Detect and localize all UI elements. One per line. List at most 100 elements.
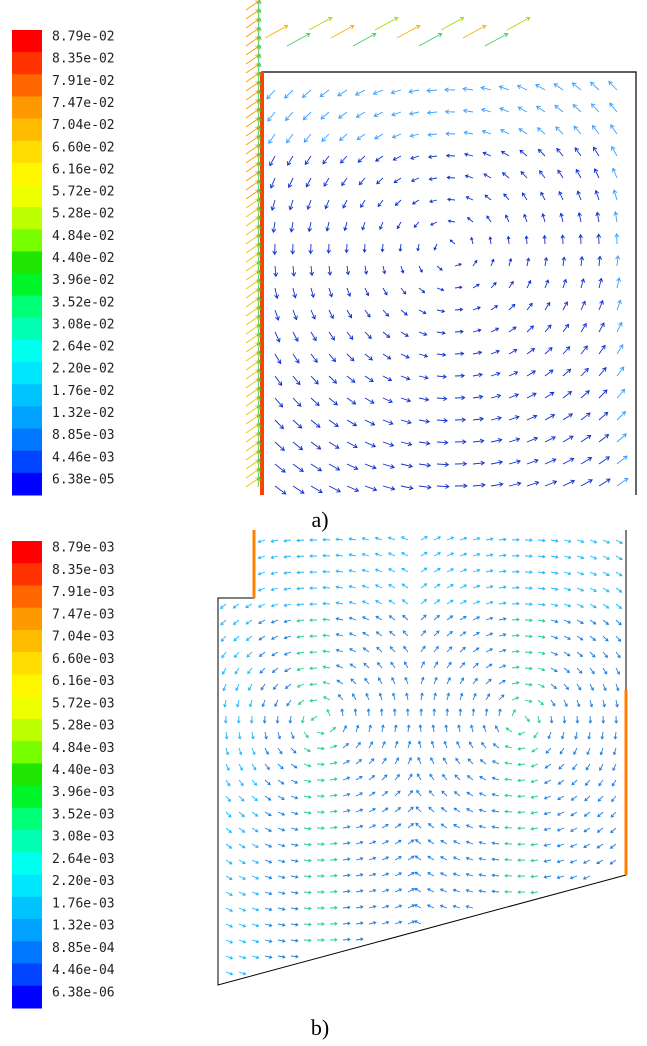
vector-arrow bbox=[303, 826, 312, 831]
vector-arrow bbox=[472, 306, 481, 311]
vector-arrow bbox=[405, 692, 409, 701]
vector-arrow bbox=[225, 779, 231, 787]
vector-arrow bbox=[335, 601, 344, 605]
vector-arrow bbox=[342, 792, 351, 797]
vector-arrow bbox=[290, 811, 299, 816]
vector-arrow bbox=[245, 63, 260, 74]
vector-arrow bbox=[277, 827, 286, 832]
vector-arrow bbox=[472, 600, 481, 605]
color-swatch bbox=[12, 941, 42, 965]
vector-arrow bbox=[452, 888, 461, 893]
vector-arrow bbox=[543, 875, 552, 879]
vector-arrow bbox=[288, 715, 293, 724]
vector-arrow bbox=[328, 331, 335, 341]
vector-arrow bbox=[418, 287, 426, 294]
vector-arrow bbox=[576, 635, 584, 641]
vector-arrow bbox=[310, 463, 323, 472]
vector-arrow bbox=[328, 485, 342, 493]
vector-arrow bbox=[562, 715, 567, 724]
vector-arrow bbox=[283, 635, 292, 640]
vector-arrow bbox=[256, 287, 262, 299]
vector-arrow bbox=[440, 823, 448, 829]
vector-arrow bbox=[256, 89, 262, 101]
vector-arrow bbox=[403, 645, 409, 653]
colorbar-label: 3.52e-03 bbox=[52, 807, 115, 822]
vector-arrow bbox=[345, 265, 351, 276]
vector-arrow bbox=[388, 615, 396, 621]
vector-arrow bbox=[550, 635, 559, 640]
vector-arrow bbox=[498, 617, 507, 621]
vector-arrow bbox=[296, 586, 305, 591]
vector-arrow bbox=[346, 397, 357, 405]
vector-arrow bbox=[445, 153, 456, 158]
vector-arrow bbox=[364, 419, 376, 426]
vector-arrow bbox=[400, 441, 413, 447]
vector-arrow bbox=[611, 795, 617, 803]
vector-arrow bbox=[316, 858, 325, 862]
vector-arrow bbox=[346, 463, 359, 470]
vector-arrow bbox=[526, 279, 532, 289]
vector-arrow bbox=[433, 661, 439, 669]
vector-arrow bbox=[316, 922, 325, 926]
vector-arrow bbox=[614, 715, 619, 724]
vector-arrow bbox=[432, 708, 437, 717]
vector-arrow bbox=[580, 390, 590, 399]
vector-arrow bbox=[264, 875, 273, 880]
vector-arrow bbox=[233, 635, 240, 642]
vector-arrow bbox=[485, 585, 494, 589]
vector-arrow bbox=[382, 331, 391, 339]
vector-arrow bbox=[342, 889, 351, 894]
vector-arrow bbox=[221, 651, 227, 659]
vector-arrow bbox=[478, 857, 487, 861]
vector-arrow bbox=[575, 168, 582, 179]
vector-arrow bbox=[420, 692, 424, 701]
vector-arrow bbox=[403, 661, 409, 669]
vector-arrow bbox=[256, 404, 262, 416]
vector-arrow bbox=[472, 482, 486, 488]
vector-arrow bbox=[420, 645, 426, 653]
vector-arrow bbox=[439, 872, 448, 877]
vector-arrow bbox=[537, 651, 546, 656]
vector-arrow bbox=[322, 601, 331, 606]
vector-arrow bbox=[427, 839, 435, 845]
vector-arrow bbox=[394, 199, 402, 207]
vector-arrow bbox=[615, 587, 623, 593]
vector-arrow bbox=[407, 855, 415, 861]
vector-arrow bbox=[245, 306, 260, 317]
vector-arrow bbox=[374, 16, 399, 31]
vector-arrow bbox=[571, 82, 582, 91]
vector-arrow bbox=[518, 128, 528, 135]
vector-arrow bbox=[264, 811, 272, 817]
vector-arrow bbox=[256, 35, 262, 47]
vector-arrow bbox=[362, 631, 370, 637]
vector-arrow bbox=[329, 777, 338, 782]
vector-arrow bbox=[446, 630, 453, 637]
vector-arrow bbox=[274, 419, 285, 430]
vector-arrow bbox=[264, 24, 289, 39]
vector-arrow bbox=[519, 149, 528, 157]
vector-arrow bbox=[309, 698, 318, 703]
vector-arrow bbox=[499, 129, 510, 135]
vector-arrow bbox=[459, 631, 467, 637]
vector-arrow bbox=[368, 840, 377, 845]
vector-arrow bbox=[262, 715, 267, 724]
vector-arrow bbox=[355, 905, 364, 909]
vector-arrow bbox=[558, 190, 564, 201]
vector-arrow bbox=[472, 416, 485, 422]
vector-arrow bbox=[264, 827, 273, 832]
vector-arrow bbox=[596, 233, 602, 245]
vector-arrow bbox=[575, 715, 580, 724]
vector-arrow bbox=[269, 177, 276, 189]
vector-arrow bbox=[465, 872, 474, 877]
vector-arrow bbox=[433, 536, 442, 541]
vector-arrow bbox=[379, 708, 384, 717]
vector-arrow bbox=[337, 89, 348, 97]
vector-arrow bbox=[615, 254, 621, 267]
vector-arrow bbox=[480, 741, 487, 749]
vector-arrow bbox=[245, 99, 260, 110]
vector-arrow bbox=[342, 809, 351, 813]
vector-arrow bbox=[526, 436, 539, 443]
vector-arrow bbox=[616, 321, 623, 333]
vector-arrow bbox=[615, 555, 623, 561]
vector-arrow bbox=[222, 667, 227, 675]
